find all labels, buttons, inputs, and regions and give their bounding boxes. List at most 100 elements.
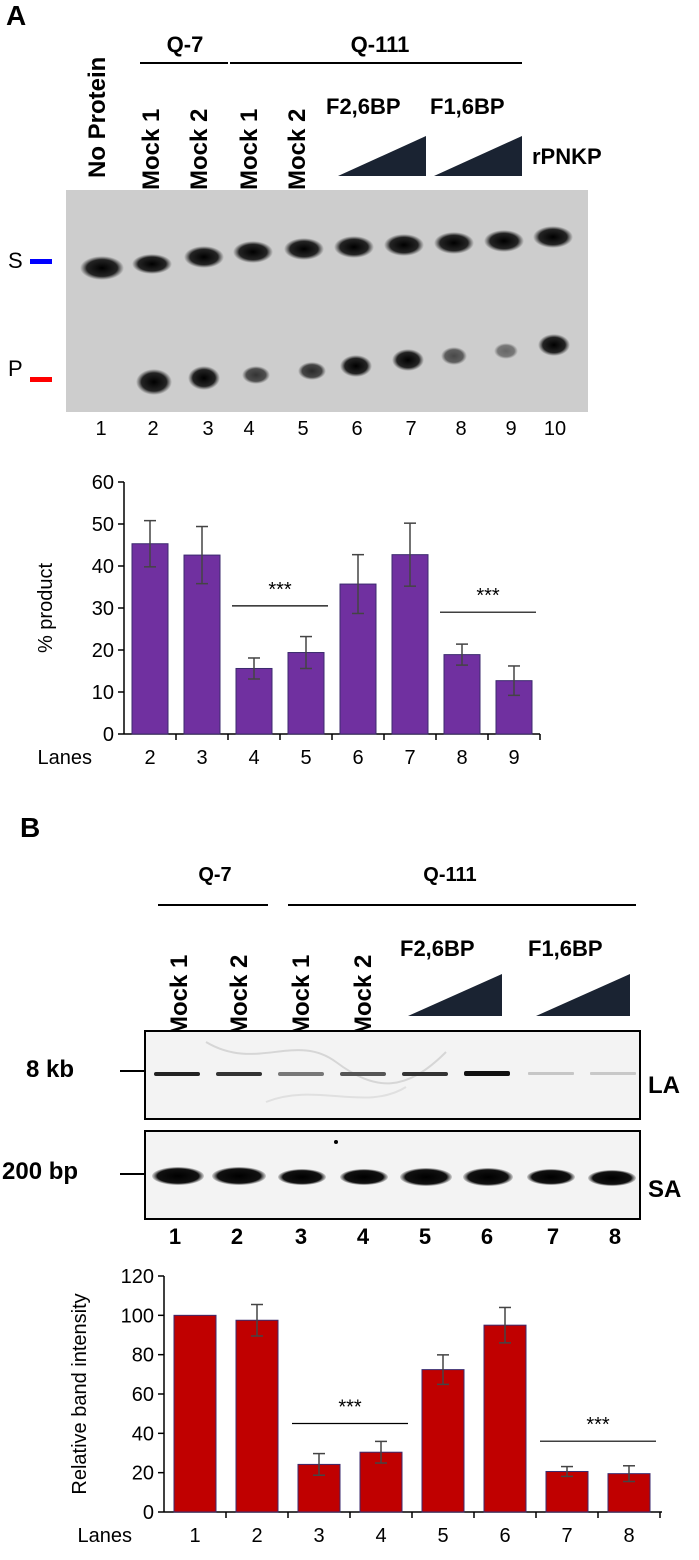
f26bp-gradient-triangle xyxy=(338,136,426,176)
gel-b-sa-bands xyxy=(152,1140,636,1186)
gel-a-lane-number: 3 xyxy=(202,418,214,440)
lane-label-mock1-q111-b: Mock 1 xyxy=(288,954,315,1036)
gel-a-lane-number: 10 xyxy=(543,418,567,440)
gel-b-sa xyxy=(144,1130,641,1220)
panel-a-letter: A xyxy=(6,0,27,31)
x-tick-label: 5 xyxy=(437,1525,448,1547)
f26bp-label-b: F2,6BP xyxy=(400,936,475,961)
group-q7-label: Q-7 xyxy=(166,32,204,57)
lane-label-mock1-q7: Mock 1 xyxy=(138,108,165,190)
x-axis-label: Lanes xyxy=(78,1525,133,1547)
y-tick-label: 40 xyxy=(132,1423,154,1445)
chart-b: 0 20 40 60 80 100 120 1 2 3 4 5 6 7 8 Lanes Relative ban… xyxy=(69,1266,662,1547)
gel-a xyxy=(66,190,588,412)
gel-b-lane-number: 1 xyxy=(168,1224,182,1249)
x-tick-label: 4 xyxy=(375,1525,386,1547)
y-tick-label: 60 xyxy=(92,472,114,494)
gel-b-lane-number: 6 xyxy=(480,1224,494,1249)
marker-s-tick xyxy=(30,259,52,264)
gel-a-lane-number: 1 xyxy=(95,418,107,440)
x-axis-label: Lanes xyxy=(38,747,93,769)
bar xyxy=(173,1314,217,1513)
gel-a-lane-number: 9 xyxy=(505,418,517,440)
gel-a-lane-number: 6 xyxy=(351,418,363,440)
y-tick-label: 20 xyxy=(132,1463,154,1485)
y-tick-label: 20 xyxy=(92,640,114,662)
significance-stars: *** xyxy=(268,579,292,601)
group-q7-line xyxy=(140,62,228,64)
group-q111-line-b xyxy=(288,904,636,906)
gel-a-lane-number: 7 xyxy=(405,418,417,440)
gel-a-lane-number: 8 xyxy=(455,418,467,440)
x-tick-label: 7 xyxy=(404,747,415,769)
y-tick-label: 10 xyxy=(92,682,114,704)
group-q7-line-b xyxy=(158,904,268,906)
gel-b-la-bands xyxy=(154,1041,636,1103)
marker-200bp-tick xyxy=(120,1173,144,1175)
gel-b-lane-number: 7 xyxy=(546,1224,560,1249)
x-tick-label: 2 xyxy=(144,747,155,769)
x-tick-label: 7 xyxy=(561,1525,572,1547)
x-tick-label: 6 xyxy=(352,747,363,769)
y-tick-label: 30 xyxy=(92,598,114,620)
la-label: LA xyxy=(648,1072,680,1099)
x-tick-label: 9 xyxy=(508,747,519,769)
y-tick-label: 80 xyxy=(132,1345,154,1367)
y-tick-label: 60 xyxy=(132,1384,154,1406)
x-tick-label: 8 xyxy=(623,1525,634,1547)
y-axis-label: % product xyxy=(35,563,57,653)
y-tick-label: 50 xyxy=(92,514,114,536)
y-tick-label: 0 xyxy=(103,724,114,746)
y-tick-label: 40 xyxy=(92,556,114,578)
group-q111-label-b: Q-111 xyxy=(423,864,477,886)
group-q111-label: Q-111 xyxy=(350,32,410,57)
y-tick-label: 120 xyxy=(121,1266,154,1288)
marker-8kb-label: 8 kb xyxy=(26,1056,75,1083)
significance-stars: *** xyxy=(586,1414,610,1436)
y-tick-label: 100 xyxy=(121,1305,154,1327)
significance-stars: *** xyxy=(338,1397,362,1419)
marker-s-label: S xyxy=(8,248,23,273)
marker-8kb-tick xyxy=(120,1070,144,1072)
x-tick-label: 3 xyxy=(313,1525,324,1547)
bar xyxy=(545,1470,589,1513)
x-tick-label: 5 xyxy=(300,747,311,769)
lane-label-mock1-q111: Mock 1 xyxy=(236,108,263,190)
x-tick-label: 3 xyxy=(196,747,207,769)
f16bp-label: F1,6BP xyxy=(430,94,505,119)
gel-a-lane-number: 2 xyxy=(147,418,159,440)
f16bp-gradient-triangle-b xyxy=(536,974,630,1016)
gel-b-lane-number: 2 xyxy=(230,1224,244,1249)
lane-label-mock2-q7: Mock 2 xyxy=(186,108,213,190)
bar xyxy=(483,1324,527,1513)
f26bp-label: F2,6BP xyxy=(326,94,401,119)
panel-b-letter: B xyxy=(20,812,41,843)
gel-a-bands xyxy=(80,226,573,395)
chart-a: 0 10 20 30 40 50 60 2 3 4 5 6 7 8 9 Lanes % product *** **… xyxy=(35,472,541,769)
marker-200bp-label: 200 bp xyxy=(2,1158,79,1185)
x-tick-label: 1 xyxy=(189,1525,200,1547)
bar xyxy=(131,543,169,735)
marker-p-tick xyxy=(30,377,52,382)
gel-b-lane-number: 4 xyxy=(356,1224,370,1249)
x-tick-label: 8 xyxy=(456,747,467,769)
x-tick-label: 4 xyxy=(248,747,259,769)
x-tick-label: 2 xyxy=(251,1525,262,1547)
gel-a-lane-number: 5 xyxy=(297,418,309,440)
y-axis-label: Relative band intensity xyxy=(69,1293,91,1494)
significance-stars: *** xyxy=(476,585,500,607)
group-q7-label-b: Q-7 xyxy=(198,864,232,886)
lane-label-no-protein: No Protein xyxy=(84,56,111,178)
bar xyxy=(235,1319,279,1513)
gel-b-lane-number: 5 xyxy=(418,1224,432,1249)
bar xyxy=(443,654,481,735)
sa-label: SA xyxy=(648,1176,682,1203)
gel-b-lane-number: 3 xyxy=(294,1224,308,1249)
marker-p-label: P xyxy=(8,356,23,381)
gel-b-la xyxy=(144,1030,641,1120)
rpnkp-label: rPNKP xyxy=(532,144,602,169)
lane-label-mock1-q7-b: Mock 1 xyxy=(166,954,193,1036)
lane-label-mock2-q111: Mock 2 xyxy=(284,108,311,190)
gel-a-lane-number: 4 xyxy=(243,418,255,440)
f26bp-gradient-triangle-b xyxy=(408,974,502,1016)
